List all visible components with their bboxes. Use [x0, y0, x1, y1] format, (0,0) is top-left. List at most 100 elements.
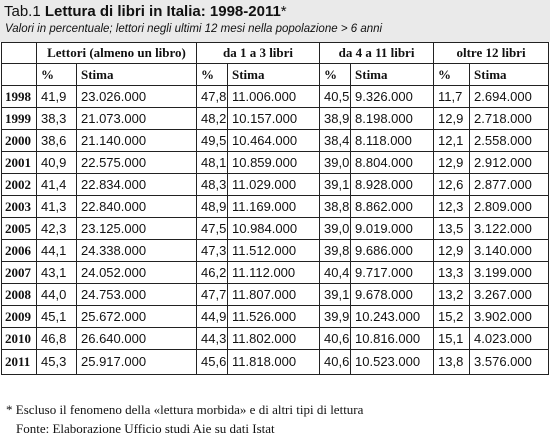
estimate-cell: 10.859.000: [226, 151, 321, 174]
year-subheader-blank: [1, 63, 37, 86]
percent-cell: 47,3: [196, 239, 228, 262]
estimate-cell: 4.023.000: [469, 327, 550, 350]
column-header: %: [433, 63, 471, 86]
estimate-cell: 21.073.000: [76, 107, 197, 130]
estimate-cell: 3.122.000: [469, 217, 550, 240]
estimate-cell: 9.326.000: [350, 85, 435, 108]
table-row: 1998 41,9 23.026.000 47,8 11.006.000 40,5 9.32…: [1, 85, 550, 108]
estimate-cell: 25.917.000: [76, 349, 197, 375]
percent-cell: 46,2: [196, 261, 228, 284]
footnote: * Escluso il fenomeno della «lettura mor…: [6, 402, 364, 417]
estimate-cell: 11.802.000: [226, 327, 321, 350]
percent-cell: 41,9: [36, 85, 77, 108]
year-cell: 2010: [1, 327, 37, 350]
estimate-cell: 11.112.000: [226, 261, 321, 284]
percent-cell: 12,9: [433, 151, 471, 174]
estimate-cell: 21.140.000: [76, 129, 197, 152]
percent-cell: 15,1: [433, 327, 471, 350]
percent-cell: 41,3: [36, 195, 77, 218]
table-subtitle: Valori in percentuale; lettori negli ult…: [5, 23, 383, 35]
table-row: 2006 44,1 24.338.000 47,3 11.512.000 39,8 9.68…: [1, 239, 550, 262]
percent-cell: 45,1: [36, 305, 77, 328]
percent-cell: 11,7: [433, 85, 471, 108]
year-cell: 2001: [1, 151, 37, 174]
estimate-cell: 10.816.000: [350, 327, 435, 350]
estimate-cell: 2.912.000: [469, 151, 550, 174]
percent-cell: 12,6: [433, 173, 471, 196]
estimate-cell: 25.672.000: [76, 305, 197, 328]
title-text: Lettura di libri in Italia: 1998-2011: [44, 3, 281, 20]
estimate-cell: 11.526.000: [226, 305, 321, 328]
estimate-cell: 8.804.000: [350, 151, 435, 174]
year-cell: 1999: [1, 107, 37, 130]
estimate-cell: 3.576.000: [469, 349, 550, 375]
percent-cell: 44,0: [36, 283, 77, 306]
estimate-cell: 26.640.000: [76, 327, 197, 350]
estimate-cell: 11.169.000: [226, 195, 321, 218]
percent-cell: 12,1: [433, 129, 471, 152]
year-cell: 2003: [1, 195, 37, 218]
estimate-cell: 2.694.000: [469, 85, 550, 108]
percent-cell: 38,3: [36, 107, 77, 130]
percent-cell: 40,6: [319, 349, 352, 375]
estimate-cell: 24.338.000: [76, 239, 197, 262]
year-cell: 2009: [1, 305, 37, 328]
percent-cell: 48,2: [196, 107, 228, 130]
year-header-blank: [1, 42, 37, 64]
estimate-cell: 10.157.000: [226, 107, 321, 130]
estimate-cell: 10.464.000: [226, 129, 321, 152]
estimate-cell: 3.140.000: [469, 239, 550, 262]
estimate-cell: 11.818.000: [226, 349, 321, 375]
percent-cell: 13,2: [433, 283, 471, 306]
year-cell: 2000: [1, 129, 37, 152]
column-header: %: [196, 63, 228, 86]
estimate-cell: 2.718.000: [469, 107, 550, 130]
percent-cell: 48,9: [196, 195, 228, 218]
table-row: 2000 38,6 21.140.000 49,5 10.464.000 38,4 8.11…: [1, 129, 550, 152]
subheader-row: % Stima % Stima % Stima % Stima: [1, 63, 550, 86]
estimate-cell: 22.834.000: [76, 173, 197, 196]
column-header: %: [319, 63, 352, 86]
percent-cell: 12,9: [433, 239, 471, 262]
estimate-cell: 10.984.000: [226, 217, 321, 240]
percent-cell: 40,6: [319, 327, 352, 350]
percent-cell: 47,8: [196, 85, 228, 108]
year-cell: 2002: [1, 173, 37, 196]
header-band: Tab.1 Lettura di libri in Italia: 1998-2…: [0, 0, 550, 42]
table-row: 1999 38,3 21.073.000 48,2 10.157.000 38,9 8.19…: [1, 107, 550, 130]
estimate-cell: 22.575.000: [76, 151, 197, 174]
percent-cell: 38,8: [319, 195, 352, 218]
source-note: Fonte: Elaborazione Ufficio studi Aie su…: [16, 421, 275, 436]
table-row: 2002 41,4 22.834.000 48,3 11.029.000 39,1 8.92…: [1, 173, 550, 196]
estimate-cell: 9.019.000: [350, 217, 435, 240]
percent-cell: 13,8: [433, 349, 471, 375]
estimate-cell: 2.558.000: [469, 129, 550, 152]
estimate-cell: 11.006.000: [226, 85, 321, 108]
table-row: 2010 46,8 26.640.000 44,3 11.802.000 40,6 10.8…: [1, 327, 550, 350]
estimate-cell: 3.199.000: [469, 261, 550, 284]
percent-cell: 44,3: [196, 327, 228, 350]
readers-table: Lettori (almeno un libro) da 1 a 3 libri…: [1, 42, 550, 375]
estimate-cell: 11.807.000: [226, 283, 321, 306]
group-header: Lettori (almeno un libro): [36, 42, 197, 64]
group-header: da 4 a 11 libri: [319, 42, 435, 64]
table-row: 2009 45,1 25.672.000 44,9 11.526.000 39,9 10.2…: [1, 305, 550, 328]
title-asterisk: *: [280, 3, 287, 20]
table-number: Tab.1: [4, 3, 41, 20]
table-row: 2001 40,9 22.575.000 48,1 10.859.000 39,0 8.80…: [1, 151, 550, 174]
estimate-cell: 23.026.000: [76, 85, 197, 108]
percent-cell: 39,0: [319, 217, 352, 240]
percent-cell: 13,3: [433, 261, 471, 284]
estimate-cell: 22.840.000: [76, 195, 197, 218]
percent-cell: 39,9: [319, 305, 352, 328]
estimate-cell: 9.686.000: [350, 239, 435, 262]
percent-cell: 12,3: [433, 195, 471, 218]
percent-cell: 42,3: [36, 217, 77, 240]
estimate-cell: 8.198.000: [350, 107, 435, 130]
percent-cell: 39,8: [319, 239, 352, 262]
table-row: 2005 42,3 23.125.000 47,5 10.984.000 39,0 9.01…: [1, 217, 550, 240]
column-header: %: [36, 63, 77, 86]
percent-cell: 45,6: [196, 349, 228, 375]
year-cell: 2008: [1, 283, 37, 306]
table-row: 2007 43,1 24.052.000 46,2 11.112.000 40,4 9.71…: [1, 261, 550, 284]
